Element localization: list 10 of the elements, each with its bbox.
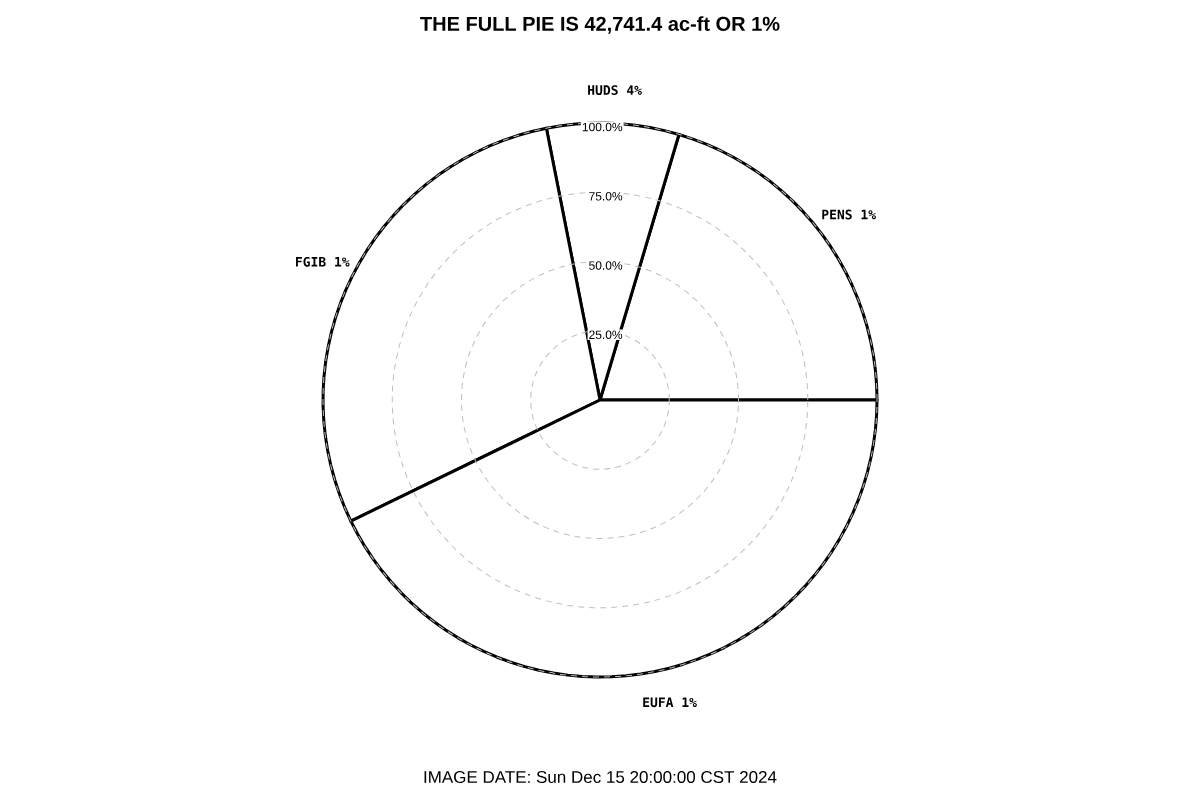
text: IMAGE DATE: Sun Dec 15 20:00:00 CST 2024 xyxy=(424,771,777,784)
text: 75.0% xyxy=(589,192,623,201)
text: 100.0% xyxy=(582,122,623,132)
slice-label: EUFA 1% xyxy=(643,697,697,708)
chart-title: THE FULL PIE IS 42,741.4 ac-ft OR 1% xyxy=(420,16,780,34)
text: 50.0% xyxy=(589,261,623,270)
slice-label: FGIB 1% xyxy=(296,256,350,267)
slice-label: PENS 1% xyxy=(822,209,876,220)
slice-label: HUDS 4% xyxy=(588,85,642,96)
text: 25.0% xyxy=(589,330,623,340)
